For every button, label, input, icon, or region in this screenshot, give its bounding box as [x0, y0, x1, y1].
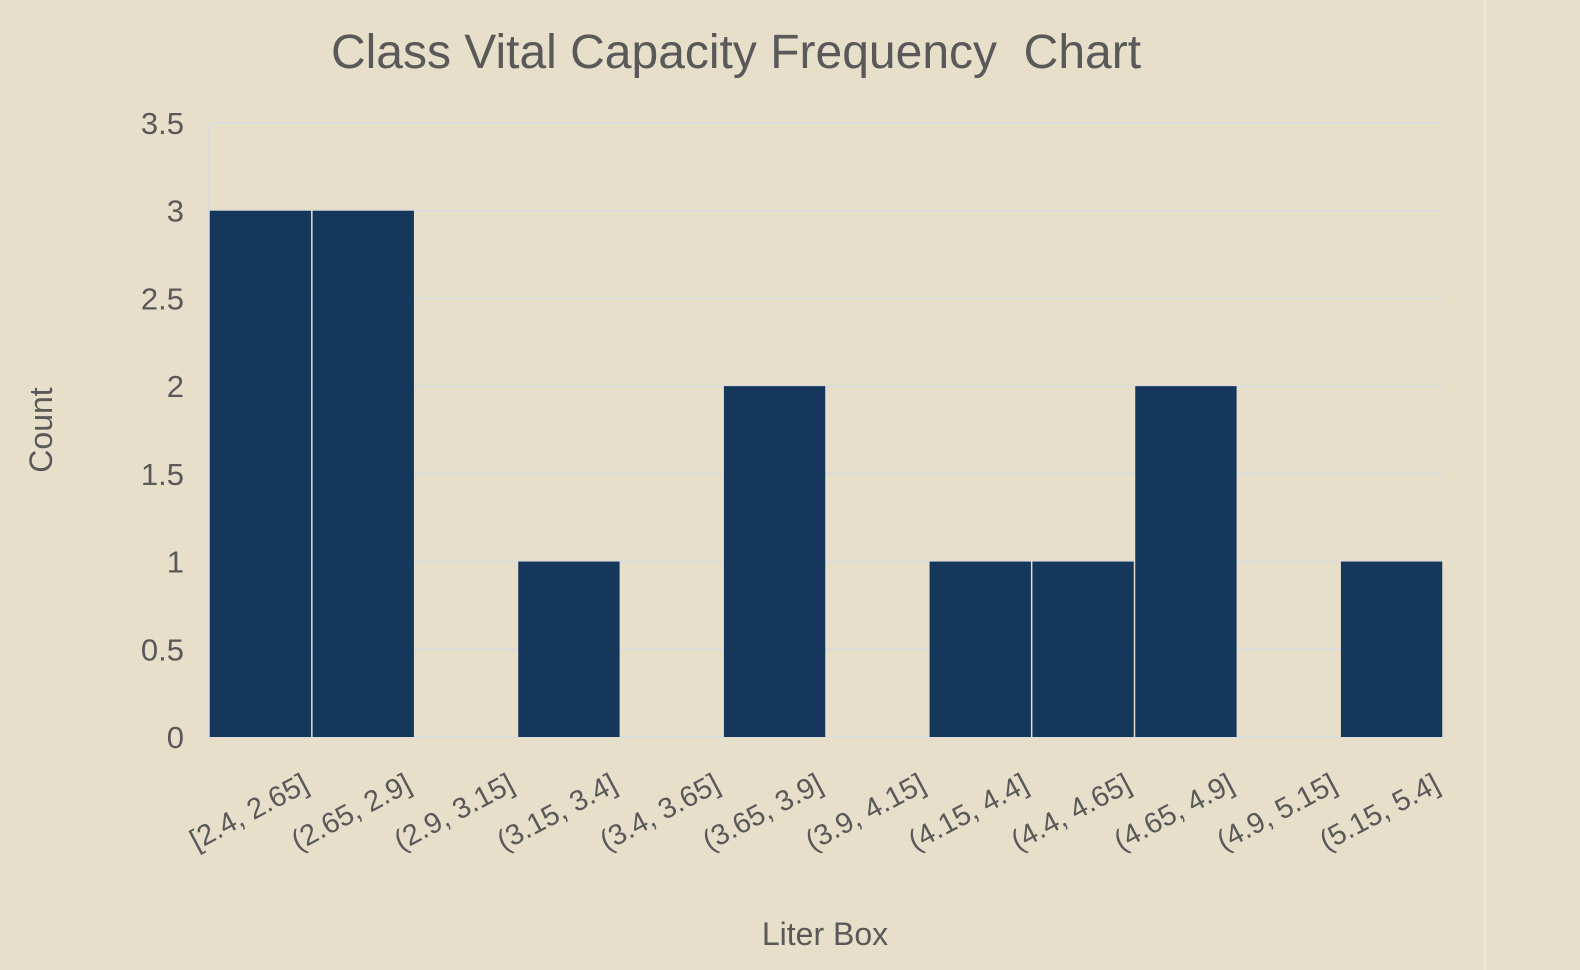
y-tick-label: 0.5 [141, 632, 184, 667]
gridlines [208, 122, 1443, 738]
bar [209, 210, 312, 737]
bar [929, 561, 1031, 737]
panel-divider [1484, 0, 1486, 970]
bar [1032, 561, 1134, 737]
x-axis-label: Liter Box [762, 916, 888, 952]
bar [1340, 561, 1443, 737]
bars [209, 210, 1443, 737]
bar [723, 386, 826, 737]
y-tick-label: 2.5 [141, 281, 184, 316]
y-tick-label: 1.5 [141, 457, 184, 492]
y-tick-label: 1 [167, 545, 184, 580]
y-tick-label: 3 [167, 194, 184, 229]
y-tick-label: 0 [167, 720, 184, 755]
bar [312, 210, 414, 737]
y-tick-label: 2 [167, 369, 184, 404]
y-tick-labels: 0 0.5 1 1.5 2 2.5 3 3.5 [141, 106, 184, 755]
x-tick-labels: [2.4, 2.65](2.65, 2.9](2.9, 3.15](3.15, … [185, 768, 1445, 858]
bar [1135, 386, 1237, 737]
bar [518, 561, 620, 737]
chart-title: Class Vital Capacity Frequency Chart [331, 26, 1141, 79]
y-axis-label: Count [23, 387, 59, 473]
y-tick-label: 3.5 [141, 106, 184, 141]
